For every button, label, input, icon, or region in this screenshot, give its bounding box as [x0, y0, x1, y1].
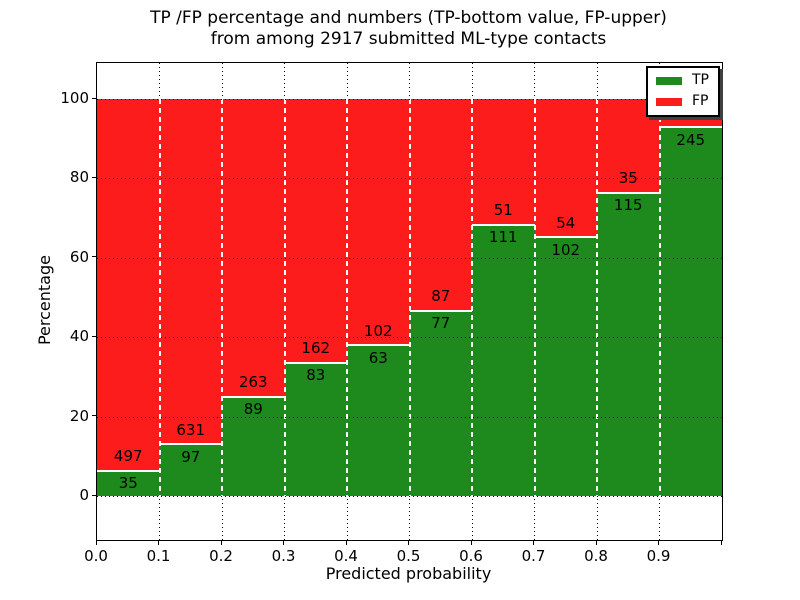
bar-tp-label: 83: [306, 366, 326, 384]
y-tick: [92, 97, 96, 99]
plot-area: 497 35 631 97 263 89 162 83 102 63 87 77 51 111 54 102 3…: [96, 62, 723, 541]
x-tick: [595, 541, 597, 545]
bar-fp-label: 54: [556, 213, 576, 232]
x-tick: [658, 541, 659, 545]
x-tick: [345, 541, 347, 545]
bar-tp-segment: [409, 309, 472, 496]
bar-tp-segment: [284, 361, 347, 496]
x-tick-label: 0.1: [146, 547, 171, 565]
y-tick: [92, 335, 96, 337]
y-tick-label: 20: [69, 406, 89, 425]
grid-vline-overlay: [221, 99, 223, 496]
bar-tp-label: 115: [613, 196, 643, 215]
grid-vline-overlay: [658, 99, 661, 496]
bar-tp-label: 111: [488, 228, 518, 247]
y-tick-label: 100: [60, 89, 89, 107]
legend-label-tp: TP: [692, 72, 709, 88]
y-tick: [92, 176, 96, 178]
grid-hline: [97, 257, 722, 259]
bar-tp-segment: [659, 126, 722, 496]
bar-fp-segment: [222, 99, 285, 396]
grid-vline-overlay: [471, 99, 473, 496]
legend: TP FP: [646, 66, 720, 117]
x-tick: [283, 541, 284, 545]
x-tick: [533, 541, 534, 545]
x-tick-label: 0.7: [521, 547, 546, 565]
x-tick-label: 0.5: [396, 547, 421, 565]
legend-swatch-fp: [656, 97, 682, 106]
x-tick-label: 0.3: [271, 547, 296, 565]
y-tick-label: 60: [69, 247, 89, 266]
legend-row-tp: TP: [656, 73, 709, 88]
bar-fp-label: 631: [176, 420, 206, 439]
grid-hline: [97, 178, 722, 180]
grid-hline: [97, 337, 722, 339]
bar-fp-segment: [97, 99, 160, 470]
bar-tp-segment: [97, 469, 160, 496]
bar-tp-label: 63: [368, 348, 388, 367]
grid-hline: [97, 496, 722, 497]
y-tick-label: 0: [79, 486, 89, 504]
bar-tp-segment: [222, 395, 285, 496]
bar-fp-segment: [284, 99, 347, 362]
chart-title-line2: from among 2917 submitted ML-type contac…: [210, 29, 607, 49]
y-tick: [92, 256, 96, 258]
y-tick-label: 40: [69, 327, 89, 346]
x-axis-label: Predicted probability: [325, 564, 492, 583]
x-tick-label: 0.6: [459, 547, 483, 565]
bar-fp-segment: [159, 99, 222, 444]
chart-title-line1: TP /FP percentage and numbers (TP-bottom…: [150, 8, 667, 28]
bar-fp-label: 51: [493, 201, 513, 220]
bar-fp-segment: [534, 99, 597, 237]
y-axis-label: Percentage: [35, 255, 54, 346]
x-tick: [470, 541, 472, 545]
bar-tp-segment: [472, 223, 535, 496]
bar-fp-label: 87: [431, 287, 451, 306]
bar-fp-label: 263: [238, 373, 268, 392]
y-tick: [92, 415, 96, 417]
grid-vline-overlay: [283, 99, 286, 496]
bar-tp-segment: [597, 191, 660, 496]
bar-tp-segment: [347, 344, 410, 496]
bar-tp-segment: [159, 443, 222, 496]
grid-vline-overlay: [408, 99, 411, 496]
legend-row-fp: FP: [656, 94, 709, 109]
grid-vline-overlay: [596, 99, 598, 496]
bar-tp-label: 245: [676, 130, 706, 149]
bar-fp-label: 35: [618, 169, 638, 188]
grid-hline: [97, 99, 722, 100]
bar-tp-label: 102: [551, 240, 581, 259]
bar-fp-segment: [409, 99, 472, 310]
x-tick: [408, 541, 409, 545]
grid-vline-overlay: [158, 99, 161, 496]
legend-swatch-tp: [656, 76, 682, 85]
x-tick: [220, 541, 222, 545]
bar-fp-label: 162: [301, 339, 331, 357]
y-tick-label: 80: [69, 168, 89, 187]
bar-fp-segment: [472, 99, 535, 224]
chart-title: TP /FP percentage and numbers (TP-bottom…: [96, 8, 721, 50]
bar-tp-label: 77: [431, 314, 451, 333]
bar-tp-label: 97: [181, 447, 201, 466]
grid-hline: [97, 416, 722, 418]
x-tick-label: 0.8: [584, 547, 608, 565]
bar-fp-segment: [347, 99, 410, 345]
x-tick: [158, 541, 159, 545]
x-tick: [95, 541, 97, 545]
bar-fp-label: 102: [363, 321, 393, 340]
x-tick: [720, 541, 722, 545]
grid-vline-overlay: [533, 99, 536, 496]
x-tick-label: 0.0: [84, 547, 108, 565]
bar-fp-label: 497: [113, 447, 143, 466]
bar-tp-segment: [534, 236, 597, 496]
bar-tp-label: 89: [243, 400, 263, 419]
bar-tp-label: 35: [118, 474, 138, 493]
x-tick-label: 0.9: [646, 547, 671, 565]
y-tick: [92, 494, 96, 496]
grid-vline-overlay: [346, 99, 348, 496]
legend-label-fp: FP: [692, 93, 709, 109]
x-tick-label: 0.4: [334, 547, 358, 565]
x-tick-label: 0.2: [209, 547, 233, 565]
